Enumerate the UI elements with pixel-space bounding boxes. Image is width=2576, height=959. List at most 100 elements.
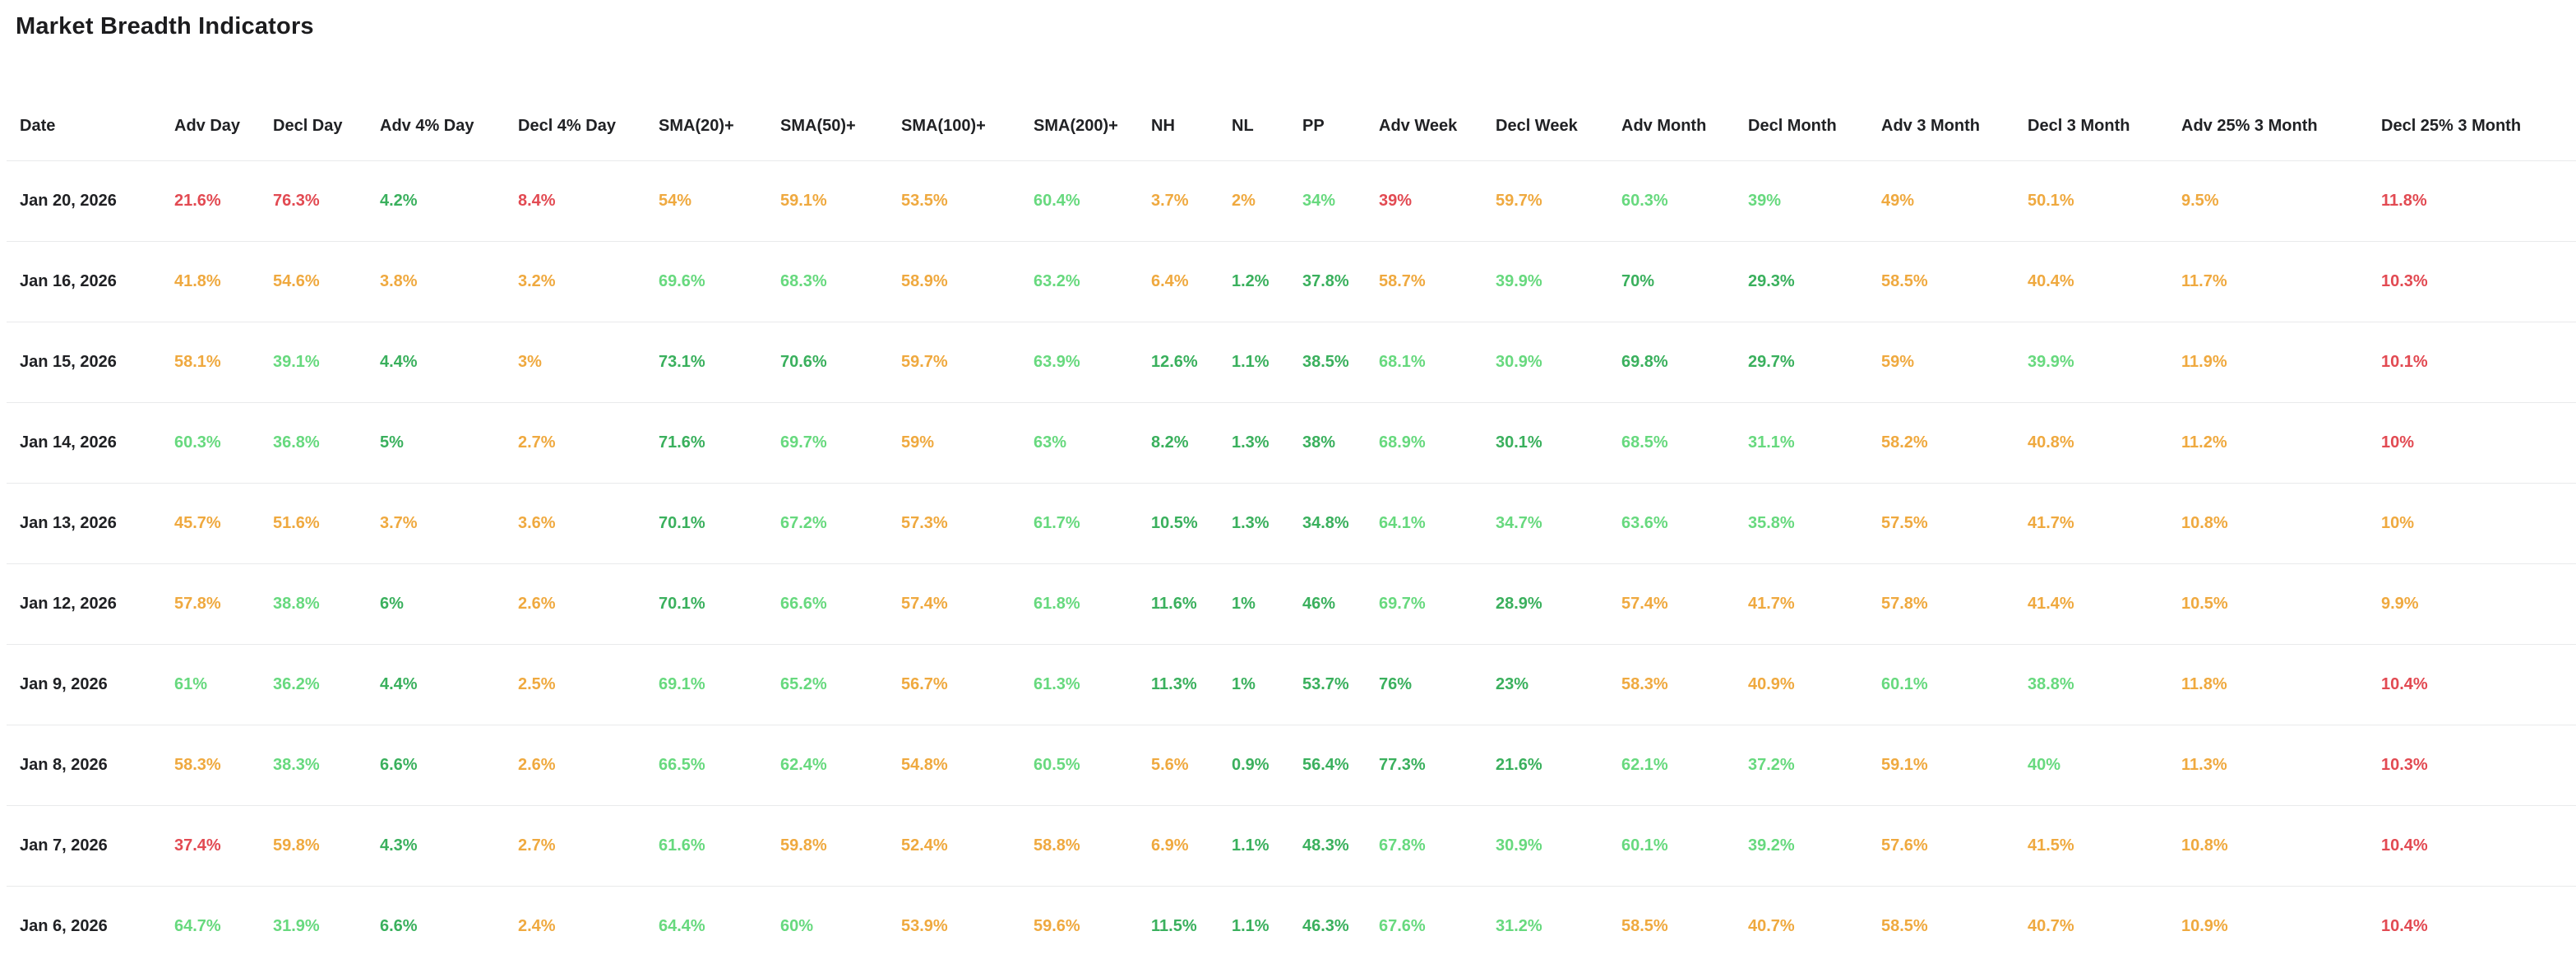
value-cell: 58.9% <box>901 241 1034 322</box>
value-cell: 62.1% <box>1621 725 1748 806</box>
value-cell: 11.6% <box>1151 563 1232 645</box>
column-header-sma-200: SMA(200)+ <box>1034 43 1151 161</box>
value-cell: 45.7% <box>174 483 273 564</box>
value-cell: 1% <box>1232 644 1302 725</box>
value-cell: 70.1% <box>659 483 780 564</box>
value-cell: 54.6% <box>273 241 380 322</box>
value-cell: 60.1% <box>1881 644 2028 725</box>
value-cell: 8.2% <box>1151 402 1232 484</box>
value-cell: 10.4% <box>2381 805 2576 887</box>
column-header-pp: PP <box>1302 43 1379 161</box>
value-cell: 61.8% <box>1034 563 1151 645</box>
value-cell: 70.6% <box>780 322 901 403</box>
value-cell: 49% <box>1881 160 2028 242</box>
value-cell: 6.9% <box>1151 805 1232 887</box>
value-cell: 64.7% <box>174 916 221 935</box>
value-cell: 2.7% <box>518 402 659 484</box>
value-cell: 1.1% <box>1232 322 1302 403</box>
value-cell: 10.5% <box>1151 483 1232 564</box>
value-cell: 12.6% <box>1151 322 1232 403</box>
column-header-sma-50: SMA(50)+ <box>780 43 901 161</box>
value-cell: 10.8% <box>2181 483 2381 564</box>
date-cell: Jan 12, 2026 <box>7 563 174 645</box>
value-cell: 76.3% <box>273 160 380 242</box>
value-cell: 39.2% <box>1748 805 1881 887</box>
value-cell: 56.7% <box>901 644 1034 725</box>
value-cell: 5% <box>380 402 518 484</box>
value-cell: 58.5% <box>1881 916 1928 935</box>
value-cell: 77.3% <box>1379 725 1496 806</box>
value-cell: 68.9% <box>1379 402 1496 484</box>
value-cell: 37.2% <box>1748 725 1881 806</box>
value-cell: 4.4% <box>380 644 518 725</box>
column-header-adv-day: Adv Day <box>174 43 273 161</box>
date-cell: Jan 13, 2026 <box>7 483 174 564</box>
table-body: Jan 20, 2026 21.6% 76.3% 4.2% 8.4% 54% 59.1% 53… <box>7 160 2576 959</box>
value-cell: 30.9% <box>1496 322 1621 403</box>
value-cell: 38.3% <box>273 725 380 806</box>
column-header-nh: NH <box>1151 43 1232 161</box>
value-cell: 11.8% <box>2181 644 2381 725</box>
value-cell: 53.5% <box>901 160 1034 242</box>
value-cell: 36.2% <box>273 644 380 725</box>
value-cell: 68.3% <box>780 241 901 322</box>
value-cell: 57.4% <box>901 563 1034 645</box>
value-cell: 76% <box>1379 644 1496 725</box>
value-cell: 58.3% <box>174 725 273 806</box>
column-header-decl-25-3-month: Decl 25% 3 Month <box>2381 43 2576 161</box>
value-cell: 6% <box>380 563 518 645</box>
value-cell: 6.6% <box>380 725 518 806</box>
value-cell: 9.9% <box>2381 563 2576 645</box>
value-cell: 69.7% <box>1379 563 1496 645</box>
value-cell: 46% <box>1302 563 1379 645</box>
value-cell: 39.1% <box>273 322 380 403</box>
value-cell: 3.7% <box>1151 160 1232 242</box>
value-cell: 10.9% <box>2181 916 2228 935</box>
date-cell: Jan 7, 2026 <box>7 805 174 887</box>
value-cell: 67.2% <box>780 483 901 564</box>
value-cell: 60% <box>780 916 814 935</box>
value-cell: 41.8% <box>174 241 273 322</box>
value-cell: 58.5% <box>1621 916 1668 935</box>
value-cell: 73.1% <box>659 322 780 403</box>
value-cell: 28.9% <box>1496 563 1621 645</box>
value-cell: 38.5% <box>1302 322 1379 403</box>
value-cell: 65.2% <box>780 644 901 725</box>
value-cell: 61.6% <box>659 805 780 887</box>
value-cell: 2.6% <box>518 725 659 806</box>
value-cell: 59.7% <box>901 322 1034 403</box>
value-cell: 41.7% <box>1748 563 1881 645</box>
value-cell: 10.4% <box>2381 916 2428 935</box>
value-cell: 11.9% <box>2181 322 2381 403</box>
value-cell: 64.4% <box>659 916 705 935</box>
value-cell: 21.6% <box>1496 725 1621 806</box>
value-cell: 57.5% <box>1881 483 2028 564</box>
value-cell: 57.6% <box>1881 805 2028 887</box>
value-cell: 68.5% <box>1621 402 1748 484</box>
value-cell: 2.7% <box>518 805 659 887</box>
value-cell: 60.5% <box>1034 725 1151 806</box>
value-cell: 31.9% <box>273 916 320 935</box>
date-cell: Jan 6, 2026 <box>20 916 108 935</box>
column-header-decl-week: Decl Week <box>1496 43 1621 161</box>
column-header-sma-20: SMA(20)+ <box>659 43 780 161</box>
column-header-decl-month: Decl Month <box>1748 43 1881 161</box>
value-cell: 11.2% <box>2181 402 2381 484</box>
table-row: Jan 6, 2026 64.7% 31.9% 6.6% 2.4% 64.4% 60% 53.… <box>7 886 2576 959</box>
value-cell: 57.4% <box>1621 563 1748 645</box>
value-cell: 4.4% <box>380 322 518 403</box>
value-cell: 29.3% <box>1748 241 1881 322</box>
date-cell: Jan 14, 2026 <box>7 402 174 484</box>
value-cell: 53.7% <box>1302 644 1379 725</box>
value-cell: 54.8% <box>901 725 1034 806</box>
value-cell: 40% <box>2028 725 2181 806</box>
value-cell: 36.8% <box>273 402 380 484</box>
value-cell: 69.1% <box>659 644 780 725</box>
value-cell: 1.1% <box>1232 805 1302 887</box>
value-cell: 40.9% <box>1748 644 1881 725</box>
value-cell: 10.4% <box>2381 644 2576 725</box>
value-cell: 66.6% <box>780 563 901 645</box>
value-cell: 69.6% <box>659 241 780 322</box>
value-cell: 57.8% <box>1881 563 2028 645</box>
value-cell: 67.8% <box>1379 805 1496 887</box>
